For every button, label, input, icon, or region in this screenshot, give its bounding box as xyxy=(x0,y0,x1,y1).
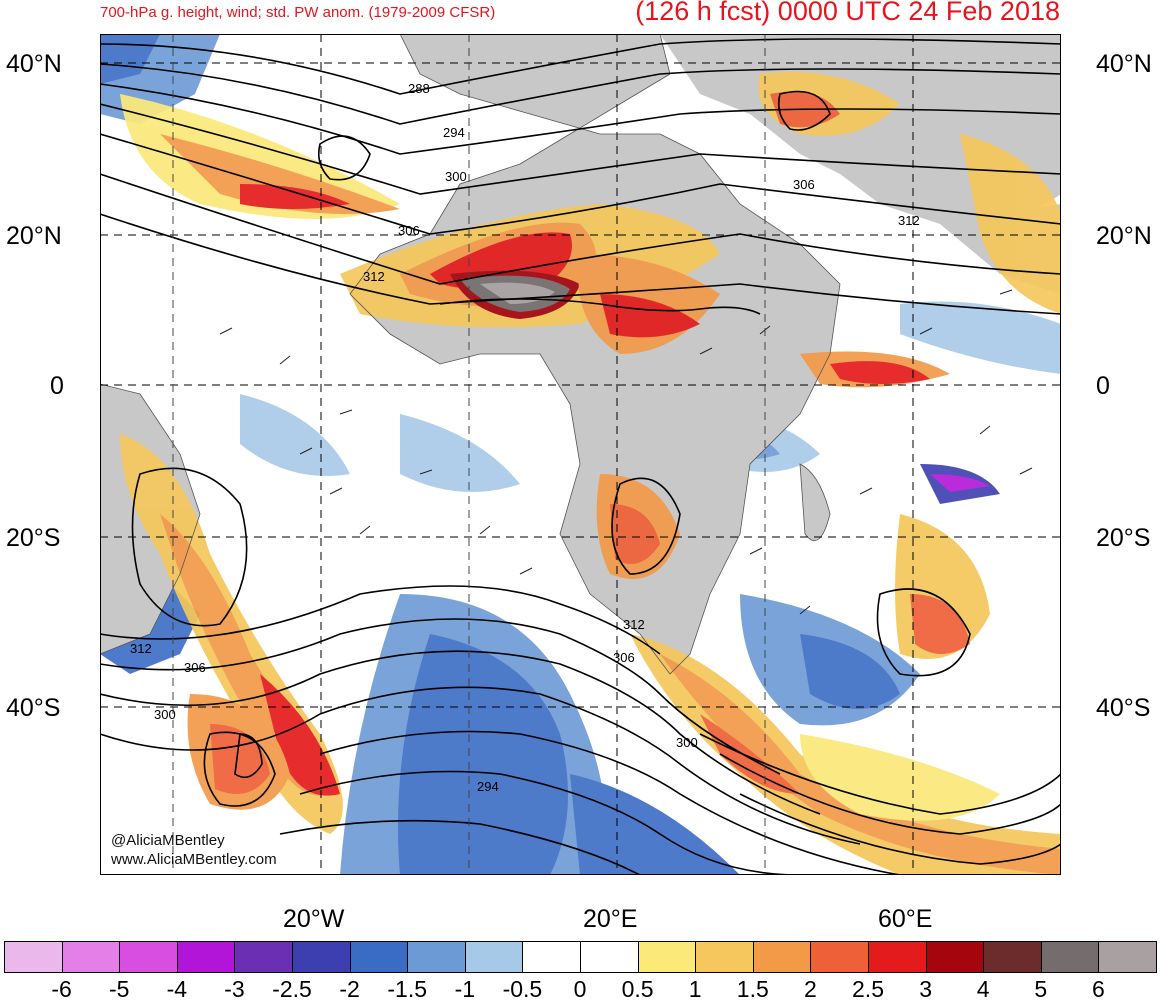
lon-label-20w: 20°W xyxy=(283,905,345,933)
map-frame xyxy=(100,34,1061,875)
lat-label-40n-right: 40°N xyxy=(1096,50,1152,78)
colorbar-tick-label: 6 xyxy=(1091,976,1105,1002)
colorbar-swatch xyxy=(119,941,178,973)
lat-label-40n-left: 40°N xyxy=(6,50,62,78)
lat-label-20s-left: 20°S xyxy=(6,524,61,552)
colorbar-swatch xyxy=(695,941,754,973)
colorbar-tick-label: 4 xyxy=(976,976,990,1002)
weather-map: 288 294 300 306 312 306 312 312 306 300 … xyxy=(100,34,1061,875)
colorbar-tick-label: -0.5 xyxy=(502,976,543,1002)
colorbar-swatch xyxy=(867,941,927,973)
colorbar-swatch xyxy=(579,941,639,973)
contour-label: 294 xyxy=(443,125,465,140)
lat-label-20s-right: 20°S xyxy=(1096,524,1151,552)
wind-barbs xyxy=(219,289,1033,615)
coastlines xyxy=(100,34,841,675)
contour-labels: 288 294 300 306 312 306 312 312 306 300 … xyxy=(130,81,920,794)
colorbar-swatch xyxy=(349,941,409,973)
contour-label: 300 xyxy=(154,707,176,722)
colorbar-tick-label: 1.5 xyxy=(736,976,769,1002)
colorbar-swatch xyxy=(925,941,985,973)
lat-label-20n-right: 20°N xyxy=(1096,222,1152,250)
contour-label: 288 xyxy=(408,81,430,96)
colorbar-swatch xyxy=(291,941,351,973)
colorbar-swatch xyxy=(983,941,1042,973)
lon-label-20e: 20°E xyxy=(583,905,638,933)
colorbar-tick-label: -3 xyxy=(224,976,245,1002)
contour-label: 300 xyxy=(676,735,698,750)
colorbar-swatch xyxy=(1098,941,1157,973)
colorbar-swatch xyxy=(234,941,293,973)
contour-label: 312 xyxy=(130,641,152,656)
contour-label: 312 xyxy=(898,213,920,228)
height-contours xyxy=(100,38,1061,875)
map-title: (126 h fcst) 0000 UTC 24 Feb 2018 xyxy=(635,0,1060,26)
colorbar-tick-label: -6 xyxy=(51,976,72,1002)
colorbar-tick-label: 2.5 xyxy=(852,976,884,1002)
colorbar-tick-label: -1 xyxy=(454,976,476,1002)
colorbar-swatch xyxy=(637,941,697,973)
contour-label: 306 xyxy=(613,650,635,665)
contour-label: 306 xyxy=(398,223,420,238)
contour-label: 306 xyxy=(793,177,815,192)
credit-handle: @AliciaMBentley xyxy=(111,832,225,849)
colorbar-swatch xyxy=(1040,941,1100,973)
colorbar-tick-label: -2.5 xyxy=(272,976,312,1002)
lat-label-20n-left: 20°N xyxy=(6,222,62,250)
colorbar-tick-label: -2 xyxy=(339,976,360,1002)
colorbar-tick-label: 3 xyxy=(919,976,932,1002)
pw-anomaly-negative xyxy=(100,34,1061,875)
colorbar-swatch xyxy=(464,941,524,973)
map-subtitle: 700-hPa g. height, wind; std. PW anom. (… xyxy=(100,4,496,21)
lat-label-40s-right: 40°S xyxy=(1096,694,1151,722)
colorbar-swatch xyxy=(810,941,869,973)
colorbar-swatch xyxy=(176,941,236,973)
colorbar-tick-label: 5 xyxy=(1034,976,1048,1002)
lat-label-eq-right: 0 xyxy=(1096,372,1110,400)
colorbar-tick-label: 0.5 xyxy=(621,976,654,1002)
contour-label: 294 xyxy=(477,779,499,794)
colorbar-swatch xyxy=(407,941,466,973)
colorbar-swatch xyxy=(61,941,121,973)
lat-label-40s-left: 40°S xyxy=(6,694,61,722)
colorbar-tick-label: 1 xyxy=(688,976,702,1002)
colorbar-swatch xyxy=(522,941,581,973)
contour-label: 312 xyxy=(623,617,645,632)
contour-label: 312 xyxy=(363,269,385,284)
colorbar-tick-label: -1.5 xyxy=(387,976,428,1002)
colorbar-swatch xyxy=(4,941,63,973)
colorbar xyxy=(4,941,1157,973)
colorbar-tick-label: -5 xyxy=(108,976,130,1002)
lon-label-60e: 60°E xyxy=(878,905,933,933)
colorbar-tick-label: 2 xyxy=(803,976,817,1002)
colorbar-tick-label: -4 xyxy=(166,976,188,1002)
contour-label: 306 xyxy=(184,660,206,675)
credit-website: www.AliciaMBentley.com xyxy=(111,851,277,868)
colorbar-swatch xyxy=(752,941,812,973)
colorbar-tick-label: 0 xyxy=(573,976,587,1002)
graticule xyxy=(100,34,1061,875)
lat-label-eq-left: 0 xyxy=(50,372,64,400)
contour-label: 300 xyxy=(445,169,467,184)
